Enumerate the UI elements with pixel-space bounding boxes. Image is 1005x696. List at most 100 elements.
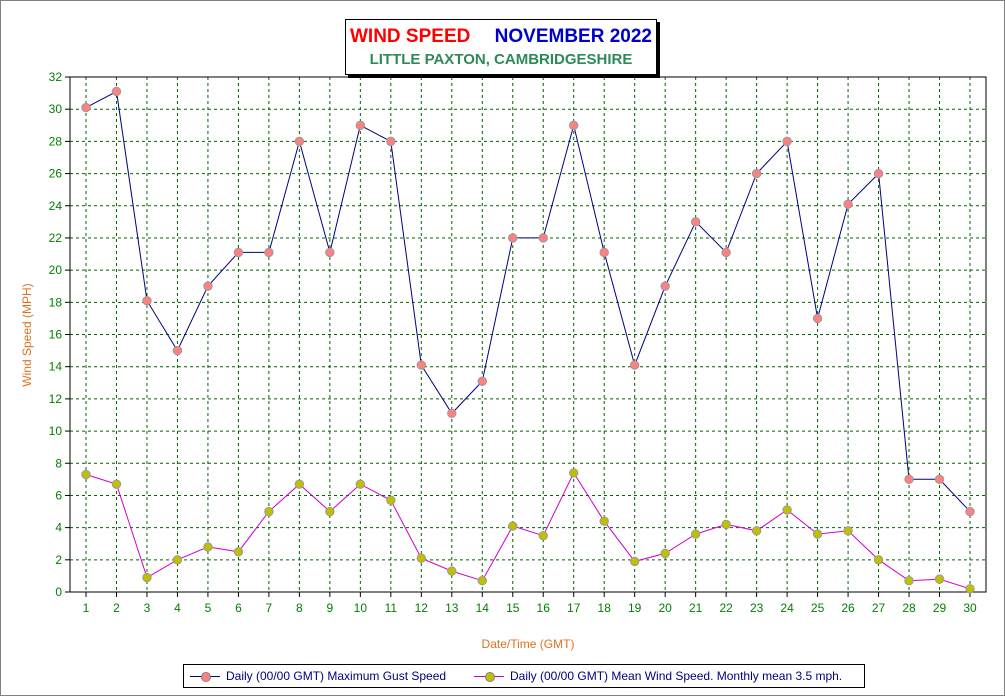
x-tick-label: 28 [902,601,916,615]
data-point-gust [569,120,579,130]
data-point-mean [233,547,244,557]
grid [70,76,986,592]
y-tick-label: 30 [49,102,63,116]
y-tick-label: 6 [55,488,62,502]
data-point-gust [386,136,396,147]
x-tick-label: 24 [780,601,794,615]
x-tick-label: 21 [689,601,703,615]
data-point-mean [965,584,975,594]
data-point-mean [904,576,914,586]
data-point-gust [934,474,945,485]
data-point-gust [447,408,457,419]
data-point-gust [233,247,244,258]
y-tick-label: 14 [49,360,63,374]
data-point-mean [538,530,548,541]
legend: Daily (00/00 GMT) Maximum Gust Speed Dai… [183,664,865,688]
data-point-gust [599,247,609,258]
chart-title-left: WIND SPEED [350,26,471,47]
data-point-mean [172,555,183,565]
data-point-gust [873,168,884,179]
plot-border [69,76,987,593]
data-point-gust [538,233,548,243]
legend-mean-marker [474,670,504,682]
data-point-mean [599,516,609,526]
y-tick-label: 2 [55,553,62,567]
data-point-gust [721,247,731,258]
series-line-gust [85,90,971,512]
x-tick-label: 25 [811,601,825,615]
x-tick-label: 6 [235,601,242,615]
series [81,86,975,594]
data-point-gust [172,345,183,356]
data-point-mean [843,526,853,536]
data-point-mean [386,495,396,505]
y-tick-label: 8 [55,456,62,470]
data-point-gust [690,217,701,227]
data-point-mean [508,521,518,531]
y-tick-label: 10 [49,424,63,438]
data-point-gust [477,376,487,386]
x-axis-label: Date/Time (GMT) [482,637,575,651]
data-point-mean [416,553,427,563]
x-tick-label: 4 [174,601,181,615]
y-tick-label: 16 [49,328,63,342]
chart-title-box: WIND SPEED NOVEMBER 2022 LITTLE PAXTON, … [345,19,657,75]
x-tick-label: 7 [266,601,273,615]
x-tick-label: 13 [445,601,459,615]
x-tick-label: 22 [719,601,733,615]
data-point-gust [142,296,152,306]
data-point-mean [934,574,945,584]
data-point-mean [203,542,213,552]
data-point-mean [142,572,152,583]
x-tick-label: 23 [750,601,764,615]
x-tick-label: 11 [385,601,398,615]
x-tick-label: 9 [327,601,334,615]
data-point-gust [81,102,91,113]
x-tick-label: 12 [415,601,429,615]
x-tick-label: 15 [506,601,520,615]
series-line-mean [85,471,971,590]
data-point-mean [111,479,122,489]
data-point-mean [873,555,884,565]
data-point-gust [843,199,853,209]
data-point-gust [264,247,274,258]
legend-gust-label: Daily (00/00 GMT) Maximum Gust Speed [226,669,447,683]
x-tick-label: 17 [567,601,581,615]
data-point-gust [203,281,213,291]
data-point-mean [751,526,762,536]
x-tick-label: 1 [83,601,90,615]
x-tick-label: 10 [354,601,368,615]
x-tick-label: 8 [296,601,303,615]
x-tick-label: 26 [841,601,855,615]
legend-item-mean: Daily (00/00 GMT) Mean Wind Speed. Month… [474,669,842,683]
data-point-mean [782,505,792,515]
data-point-gust [965,506,975,517]
data-point-gust [355,120,366,130]
data-point-gust [629,360,640,370]
x-tick-label: 2 [113,601,120,615]
y-tick-label: 0 [55,585,62,599]
y-tick-label: 22 [49,231,63,245]
y-tick-label: 28 [49,134,63,148]
x-tick-label: 5 [205,601,212,615]
data-point-gust [782,136,792,147]
y-tick-label: 4 [55,521,62,535]
legend-item-gust: Daily (00/00 GMT) Maximum Gust Speed [190,669,446,683]
data-point-gust [904,474,914,485]
y-tick-label: 20 [49,263,63,277]
data-point-gust [111,86,122,97]
data-point-mean [355,479,366,489]
data-point-gust [812,313,823,324]
x-tick-label: 14 [476,601,490,615]
data-point-gust [294,136,305,147]
data-point-mean [690,529,701,539]
data-point-mean [477,576,487,586]
data-point-mean [447,566,457,576]
chart-subtitle: LITTLE PAXTON, CAMBRIDGESHIRE [369,51,633,68]
data-point-mean [569,468,579,478]
data-point-gust [325,247,335,258]
x-tick-label: 16 [537,601,551,615]
